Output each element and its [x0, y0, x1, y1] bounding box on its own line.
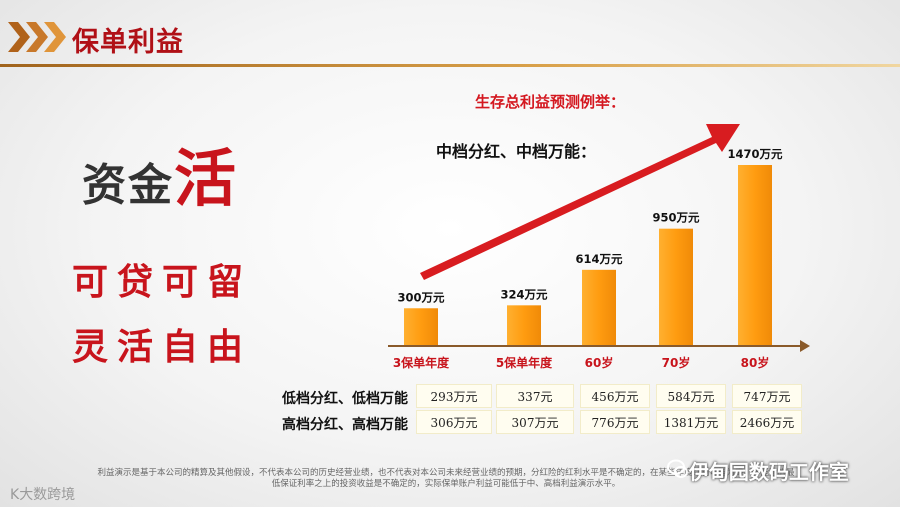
slogan-loanable: 可贷可留: [72, 262, 253, 303]
disclaimer-text: 利益演示是基于本公司的精算及其他假设，不代表本公司的历史经营业绩，也不代表对本公…: [97, 468, 795, 489]
chevron-right-icon: [8, 22, 66, 52]
table-cell: 307万元: [496, 410, 574, 434]
table-cell: 293万元: [416, 384, 492, 408]
benefit-bar-chart: 300万元 324万元 614万元 950万元 1470万元 3保单年度 5保单年度 60岁 7…: [388, 124, 810, 370]
bar-value-label-2: 324万元: [500, 287, 548, 301]
bar-value-label-4: 950万元: [652, 211, 700, 225]
table-cell: 1381万元: [656, 410, 726, 434]
table-cell: 306万元: [416, 410, 492, 434]
x-tick-label-3: 60岁: [585, 355, 614, 370]
headline: 资金活: [82, 128, 236, 218]
bar-value-label-5: 1470万元: [727, 147, 783, 161]
x-axis-arrowhead: [800, 340, 810, 352]
bar-5: [738, 165, 772, 345]
bar-3: [582, 269, 616, 345]
footer-logo: K大数跨境: [10, 484, 75, 504]
table-cell: 456万元: [580, 384, 650, 408]
bar-4: [659, 228, 693, 345]
chart-title: 生存总利益预测例举：: [475, 93, 626, 111]
header: 保单利益: [0, 0, 900, 78]
watermark-label: 伊甸园数码工作室: [688, 460, 849, 484]
table-cell: 584万元: [656, 384, 726, 408]
slogan-flexible: 灵活自由: [72, 327, 253, 368]
bar-value-label-3: 614万元: [575, 252, 623, 266]
table-cell: 2466万元: [732, 410, 802, 434]
bar-1: [404, 308, 438, 345]
table-row-label-high: 高档分红、高档万能: [282, 417, 408, 433]
bar-2: [507, 305, 541, 345]
wechat-icon: [667, 459, 688, 478]
table-row-label-low: 低档分红、低档万能: [282, 391, 408, 407]
bar-value-label-1: 300万元: [397, 290, 445, 304]
table-cell: 747万元: [732, 384, 802, 408]
x-tick-label-4: 70岁: [662, 355, 691, 370]
table-cell: 776万元: [580, 410, 650, 434]
chart-subtitle: 中档分红、中档万能：: [436, 142, 597, 161]
headline-part-2: 活: [174, 142, 237, 215]
logo-text: 大数跨境: [19, 487, 76, 503]
page-title: 保单利益: [72, 27, 184, 58]
table-cell: 337元: [496, 384, 574, 408]
headline-part-1: 资金: [82, 160, 174, 211]
trend-arrow: [420, 124, 740, 280]
logo-mark: K: [10, 487, 20, 503]
x-tick-label-1: 3保单年度: [393, 355, 450, 370]
x-tick-label-5: 80岁: [741, 355, 770, 370]
x-tick-label-2: 5保单年度: [496, 355, 553, 370]
watermark-text: 伊甸园数码工作室: [668, 456, 849, 485]
header-divider: [0, 64, 900, 67]
